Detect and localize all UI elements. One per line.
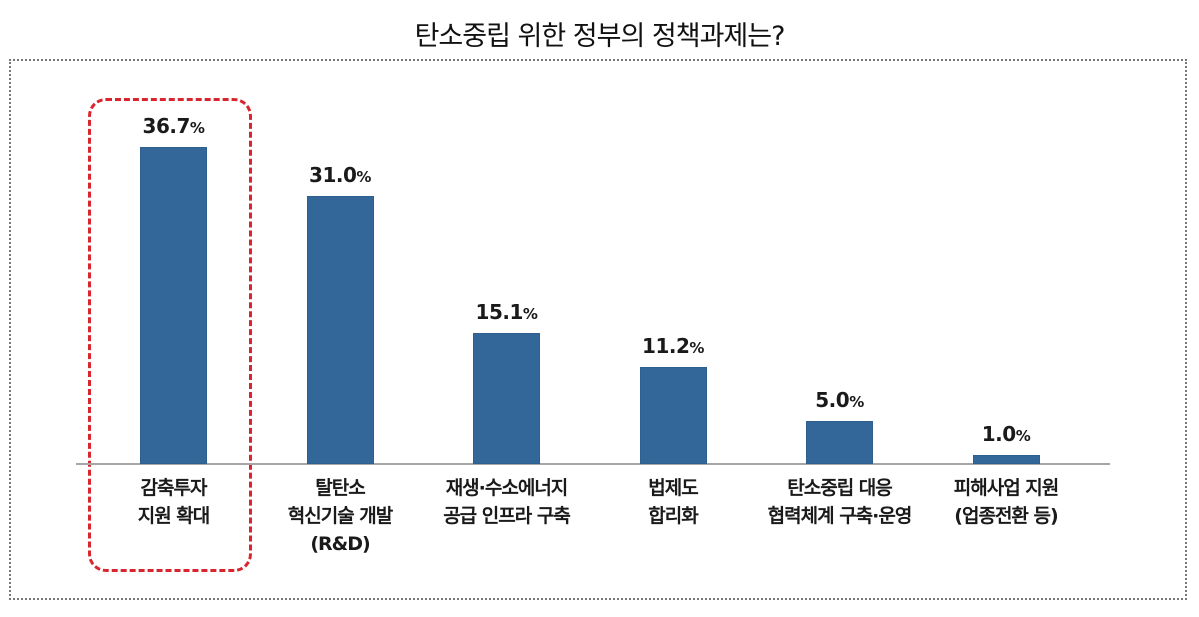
category-label-line: (업종전환 등)	[954, 505, 1058, 527]
bar	[972, 455, 1040, 464]
bar	[306, 196, 374, 464]
data-label: 11.2%	[603, 334, 743, 358]
category-label-line: 지원 확대	[137, 505, 211, 527]
bar	[806, 421, 873, 464]
category-label-line: 탈탄소	[315, 477, 365, 499]
data-value: 31.0	[309, 163, 357, 187]
highlight-box	[88, 98, 252, 572]
percent-unit: %	[189, 119, 205, 137]
data-label: 1.0%	[936, 422, 1076, 446]
percent-unit: %	[849, 393, 864, 411]
category-label-line: 공급 인프라 구축	[443, 505, 571, 527]
chart-title: 탄소중립 위한 정부의 정책과제는?	[414, 21, 786, 52]
data-value: 5.0	[815, 388, 850, 412]
category-label-line: 법제도	[648, 477, 698, 499]
bar	[639, 367, 707, 464]
percent-unit: %	[1015, 427, 1031, 445]
category-label-line: (R&D)	[310, 533, 370, 555]
category-label-line: 합리화	[648, 505, 698, 527]
bar	[140, 147, 207, 464]
data-value: 15.1	[475, 300, 524, 324]
chart-frame	[9, 59, 1187, 600]
category-label-line: 재생·수소에너지	[445, 477, 569, 499]
data-value: 11.2	[642, 334, 690, 358]
x-axis-line	[76, 463, 1110, 465]
category-label-line: 협력체계 구축·운영	[767, 505, 913, 527]
data-label: 15.1%	[437, 300, 577, 324]
percent-unit: %	[522, 305, 538, 323]
percent-unit: %	[689, 339, 704, 357]
category-label: 피해사업 지원 (업종전환 등)	[921, 474, 1091, 530]
percent-unit: %	[356, 168, 371, 186]
bar	[473, 333, 540, 464]
category-label-line: 탄소중립 대응	[787, 477, 893, 499]
category-label-line: 감축투자	[140, 477, 208, 499]
data-value: 36.7	[142, 114, 191, 138]
data-label: 36.7%	[104, 114, 244, 138]
data-label: 5.0%	[770, 388, 910, 412]
category-label-line: 혁신기술 개발	[287, 505, 394, 527]
category-label-line: 피해사업 지원	[953, 477, 1060, 499]
data-label: 31.0%	[270, 163, 410, 187]
data-value: 1.0	[981, 422, 1016, 446]
